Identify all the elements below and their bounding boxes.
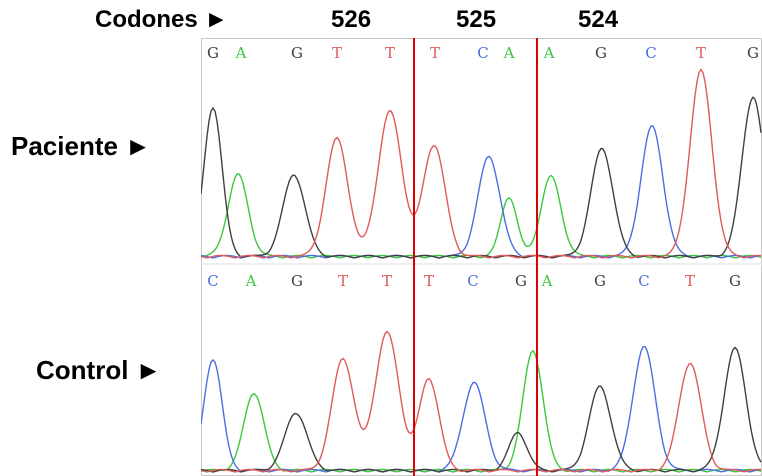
control-base-label: A [541, 272, 553, 290]
control-trace-t [201, 330, 762, 473]
patient-base-label: T [430, 44, 440, 62]
patient-base-label: C [645, 44, 656, 62]
patient-base-label: G [747, 44, 759, 62]
patient-base-label: T [385, 44, 395, 62]
control-base-label: G [515, 272, 527, 290]
patient-base-label: G [207, 44, 219, 62]
patient-base-label: G [595, 44, 607, 62]
paciente-row-label: Paciente ► [11, 131, 151, 161]
control-base-label: T [338, 272, 348, 290]
codon-524-label: 524 [578, 6, 619, 33]
patient-base-label: C [477, 44, 488, 62]
codones-label: Codones ► [95, 6, 229, 33]
control-base-label: T [382, 272, 392, 290]
control-base-label: G [291, 272, 303, 290]
patient-trace-t [201, 68, 762, 259]
patient-base-label: T [696, 44, 706, 62]
control-row-label: Control ► [36, 355, 162, 385]
patient-base-label: A [235, 44, 247, 62]
control-base-label: G [594, 272, 606, 290]
patient-base-label: A [543, 44, 555, 62]
control-base-label: G [729, 272, 741, 290]
control-trace-a [201, 349, 762, 473]
patient-trace-a [201, 173, 762, 259]
control-trace-c [201, 345, 762, 473]
control-base-label: C [638, 272, 649, 290]
control-base-label: A [245, 272, 257, 290]
codon-525-label: 525 [456, 6, 497, 33]
control-base-label: C [207, 272, 218, 290]
control-trace-g [201, 346, 762, 473]
control-base-label: T [685, 272, 695, 290]
patient-base-label: G [291, 44, 303, 62]
control-base-label: T [424, 272, 434, 290]
control-base-label: C [467, 272, 478, 290]
patient-base-label: T [332, 44, 342, 62]
codon-526-label: 526 [331, 6, 372, 33]
patient-base-label: A [503, 44, 515, 62]
